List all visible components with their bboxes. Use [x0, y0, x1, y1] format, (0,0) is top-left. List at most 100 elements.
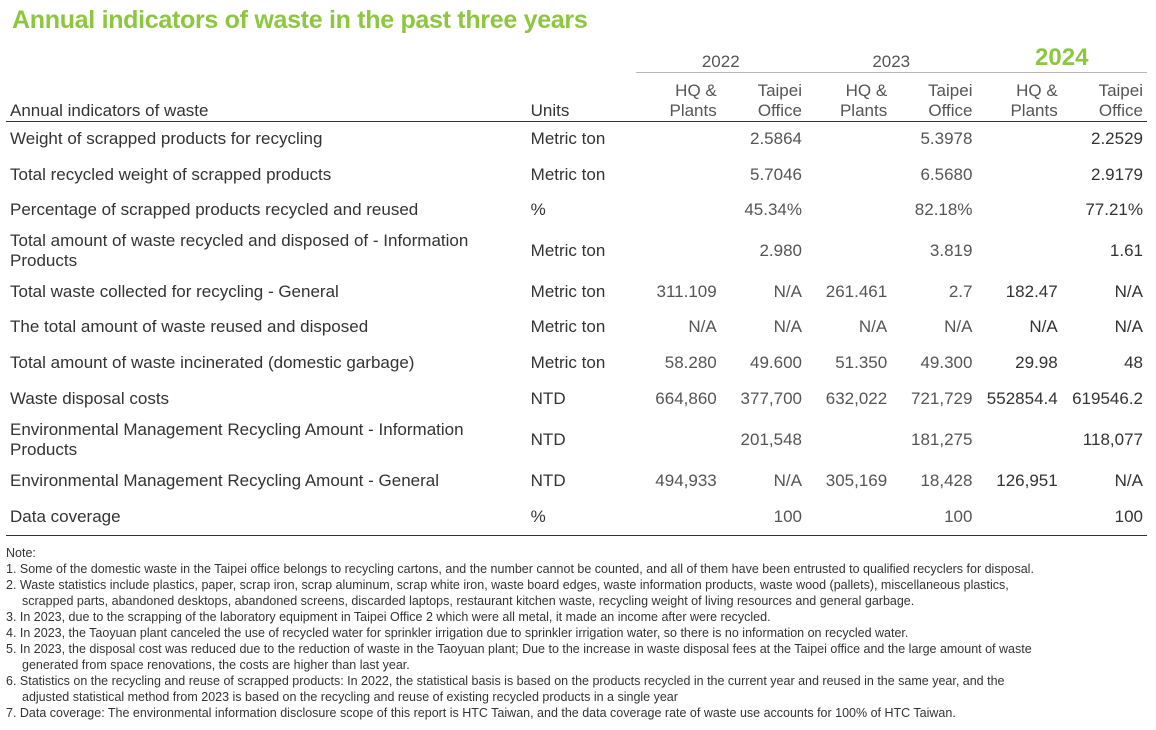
- unit-cell: Metric ton: [530, 240, 606, 260]
- taipei-office-2023-header: Taipei Office: [891, 72, 977, 122]
- value-cell: 619546.2: [1072, 388, 1143, 408]
- value-cell: [806, 417, 891, 463]
- unit-cell: Metric ton: [530, 352, 606, 372]
- value-cell: 664,860: [655, 388, 717, 408]
- value-cell: 51.350: [835, 352, 888, 372]
- value-cell: 1.61: [1109, 240, 1143, 260]
- year-header-row: 2022 2023 2024: [6, 44, 1147, 73]
- notes-heading: Note:: [6, 546, 36, 560]
- value-cell: 311.109: [656, 281, 717, 301]
- note-line: 3. In 2023, due to the scrapping of the …: [6, 610, 771, 624]
- note-line: generated from space renovations, the co…: [22, 658, 410, 672]
- note-line: 4. In 2023, the Taoyuan plant canceled t…: [6, 626, 909, 640]
- header-spacer: [527, 44, 636, 73]
- year-2024-header: 2024: [976, 44, 1147, 73]
- value-cell: 49.300: [920, 352, 973, 372]
- value-cell: 632,022: [825, 388, 888, 408]
- year-2022-header: 2022: [635, 44, 806, 73]
- indicator-column-header: Annual indicators of waste: [6, 72, 527, 122]
- value-cell: [635, 498, 721, 536]
- value-cell: 721,729: [911, 388, 973, 408]
- value-cell: 2.2529: [1091, 129, 1143, 149]
- table-row: Total recycled weight of scrapped produc…: [6, 157, 1147, 193]
- value-cell: 377,700: [740, 388, 802, 408]
- value-cell: [805, 498, 892, 536]
- value-cell: 2.9179: [1091, 164, 1143, 184]
- value-cell: [976, 193, 1061, 228]
- header-spacer: [6, 44, 527, 73]
- value-cell: 181,275: [911, 429, 973, 449]
- note-line: 7. Data coverage: The environmental info…: [6, 706, 956, 720]
- indicator-cell: Total recycled weight of scrapped produc…: [10, 164, 332, 184]
- value-cell: [636, 193, 721, 228]
- indicator-cell: Total amount of waste recycled and dispo…: [10, 230, 469, 270]
- value-cell: [806, 193, 891, 228]
- value-cell: 45.34%: [744, 200, 802, 219]
- table-row: Total waste collected for recycling - Ge…: [6, 274, 1147, 310]
- value-cell: N/A: [773, 317, 802, 336]
- note-line: adjusted statistical method from 2023 is…: [22, 690, 678, 704]
- value-cell: 58.280: [664, 352, 717, 372]
- waste-indicators-table: 2022 2023 2024 Annual indicators of wast…: [6, 44, 1147, 536]
- value-cell: N/A: [1029, 317, 1058, 336]
- unit-cell: %: [526, 498, 636, 536]
- value-cell: 100: [720, 498, 806, 536]
- value-cell: 182.47: [1005, 281, 1058, 301]
- note-line: 1. Some of the domestic waste in the Tai…: [6, 562, 1034, 576]
- unit-cell: Metric ton: [530, 317, 606, 336]
- value-cell: N/A: [944, 317, 973, 336]
- notes-section: Note: 1. Some of the domestic waste in t…: [6, 545, 1152, 721]
- taipei-office-2024-header: Taipei Office: [1061, 72, 1147, 122]
- units-column-header: Units: [526, 72, 636, 122]
- value-cell: N/A: [1114, 281, 1143, 301]
- hq-plants-2024-header: HQ & Plants: [976, 72, 1062, 122]
- value-cell: N/A: [773, 281, 802, 301]
- page-title: Annual indicators of waste in the past t…: [12, 6, 588, 34]
- value-cell: [636, 417, 721, 463]
- value-cell: 100: [1061, 498, 1147, 536]
- value-cell: N/A: [1114, 317, 1143, 336]
- value-cell: [976, 417, 1061, 463]
- table-row: The total amount of waste reused and dis…: [6, 310, 1147, 345]
- value-cell: 49.600: [749, 352, 802, 372]
- indicator-cell: Environmental Management Recycling Amoun…: [10, 419, 464, 459]
- table-row: Total amount of waste incinerated (domes…: [6, 345, 1147, 381]
- value-cell: 29.98: [1015, 352, 1058, 372]
- value-cell: 48: [1124, 352, 1143, 372]
- value-cell: 552854.4: [986, 388, 1058, 408]
- table-row: Data coverage % 100 100 100: [6, 498, 1147, 536]
- indicator-cell: Total waste collected for recycling - Ge…: [10, 281, 339, 301]
- note-line: 6. Statistics on the recycling and reuse…: [6, 674, 1005, 688]
- value-cell: 2.7: [948, 281, 973, 301]
- value-cell: 126,951: [996, 470, 1058, 490]
- note-line: 2. Waste statistics include plastics, pa…: [6, 578, 1009, 592]
- value-cell: [976, 122, 1061, 157]
- value-cell: [806, 157, 891, 193]
- value-cell: [976, 228, 1061, 274]
- indicator-cell: Total amount of waste incinerated (domes…: [10, 352, 415, 372]
- value-cell: 5.3978: [920, 129, 973, 149]
- value-cell: 261.461: [825, 281, 888, 301]
- value-cell: [806, 228, 891, 274]
- value-cell: 100: [891, 498, 977, 536]
- value-cell: 3.819: [929, 240, 973, 260]
- table-row: Weight of scrapped products for recyclin…: [6, 122, 1147, 157]
- column-header-row: Annual indicators of waste Units HQ & Pla…: [6, 72, 1147, 122]
- value-cell: N/A: [858, 317, 888, 336]
- value-cell: [806, 122, 891, 157]
- indicator-cell: The total amount of waste reused and dis…: [10, 317, 369, 336]
- indicator-cell: Environmental Management Recycling Amoun…: [10, 470, 439, 490]
- unit-cell: Metric ton: [530, 281, 606, 301]
- unit-cell: Metric ton: [530, 164, 606, 184]
- table-row: Environmental Management Recycling Amoun…: [6, 463, 1147, 499]
- value-cell: [636, 122, 721, 157]
- value-cell: 201,548: [740, 429, 802, 449]
- taipei-office-2022-header: Taipei Office: [720, 72, 806, 122]
- value-cell: 2.5864: [749, 129, 802, 149]
- unit-cell: NTD: [530, 429, 566, 449]
- value-cell: 5.7046: [749, 164, 802, 184]
- value-cell: N/A: [1114, 470, 1143, 490]
- table-row: Total amount of waste recycled and dispo…: [6, 228, 1147, 274]
- note-line: scrapped parts, abandoned desktops, aban…: [22, 594, 915, 608]
- unit-cell: NTD: [530, 470, 566, 490]
